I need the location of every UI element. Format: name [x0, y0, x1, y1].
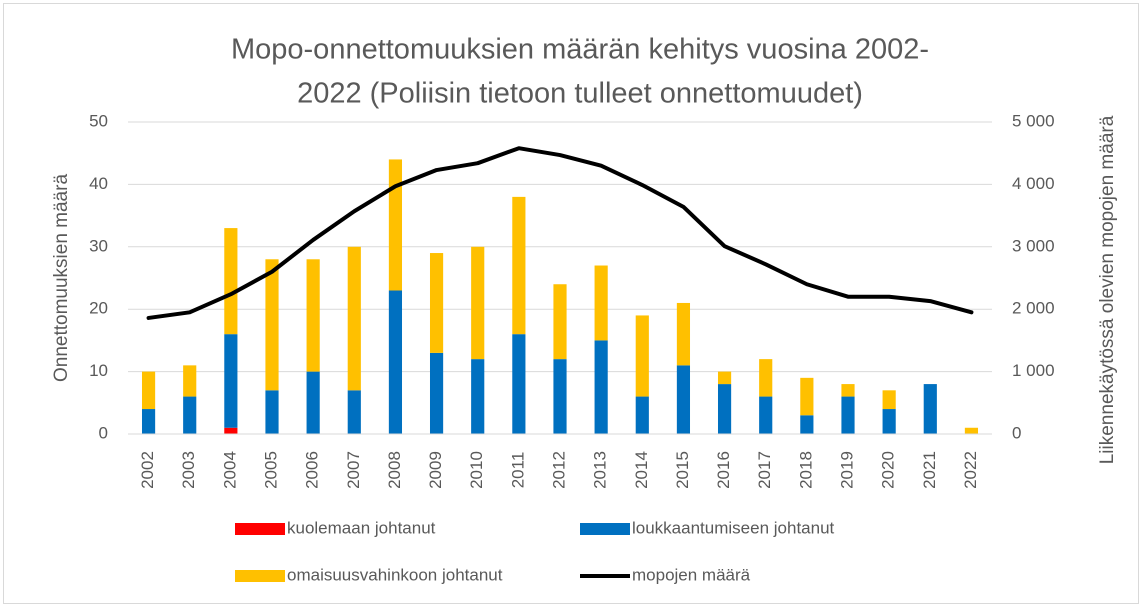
bar: [183, 365, 197, 397]
x-tick-label: 2016: [714, 451, 733, 489]
bar: [512, 334, 526, 434]
y-tick-label: 40: [89, 174, 108, 193]
x-tick-label: 2007: [344, 451, 363, 489]
bar: [882, 409, 896, 434]
y2-axis-title: Liikennekäytössä olevien mopojen määrä: [1097, 115, 1118, 464]
bar: [717, 384, 732, 434]
y-tick-label: 50: [89, 111, 108, 130]
x-tick-label: 2002: [138, 451, 157, 489]
bar: [841, 384, 855, 397]
legend-label: omaisuusvahinkoon johtanut: [287, 565, 503, 584]
x-tick-label: 2013: [591, 451, 610, 489]
bar: [429, 352, 444, 434]
x-tick-label: 2004: [220, 451, 239, 489]
bar: [635, 315, 649, 397]
x-tick-label: 2021: [920, 451, 939, 489]
bar: [388, 290, 403, 434]
x-tick-label: 2012: [549, 451, 568, 489]
bar: [265, 259, 279, 391]
bar: [429, 253, 444, 353]
bar: [265, 390, 279, 434]
legend-swatch: [580, 523, 630, 535]
bar: [800, 415, 814, 434]
x-tick-label: 2008: [385, 451, 404, 489]
y2-tick-label: 3 000: [1012, 236, 1055, 255]
x-tick-label: 2017: [755, 451, 774, 489]
y-tick-label: 30: [89, 236, 108, 255]
y2-tick-label: 5 000: [1012, 111, 1055, 130]
bar: [306, 371, 320, 434]
bar: [141, 409, 156, 434]
y2-tick-label: 1 000: [1012, 361, 1055, 380]
bar: [841, 396, 855, 434]
x-tick-label: 2020: [879, 451, 898, 489]
x-tick-label: 2010: [467, 451, 486, 489]
chart-title: 2022 (Poliisin tietoon tulleet onnettomu…: [297, 78, 863, 110]
bar: [471, 359, 485, 434]
y-tick-label: 0: [99, 423, 108, 442]
x-tick-label: 2022: [961, 451, 980, 489]
bar: [594, 265, 608, 341]
bar: [347, 390, 361, 434]
bar: [224, 334, 238, 428]
chart-title: Mopo-onnettomuuksien määrän kehitys vuos…: [231, 34, 929, 66]
bar: [553, 359, 567, 434]
x-tick-label: 2009: [426, 451, 445, 489]
bar: [553, 284, 567, 360]
bar: [800, 377, 814, 416]
bar: [923, 384, 937, 434]
bar: [388, 159, 403, 291]
bar: [306, 259, 320, 372]
bar: [594, 340, 608, 434]
bar: [347, 246, 361, 391]
bar: [882, 390, 896, 410]
bar: [759, 396, 773, 434]
x-tick-label: 2003: [179, 451, 198, 489]
bar: [676, 302, 691, 366]
y-tick-label: 10: [89, 361, 108, 380]
legend-swatch: [235, 523, 285, 535]
x-tick-label: 2014: [632, 451, 651, 489]
bar: [224, 228, 238, 335]
bar: [471, 246, 485, 360]
x-tick-label: 2018: [796, 451, 815, 489]
y2-tick-label: 0: [1012, 423, 1021, 442]
x-tick-label: 2005: [261, 451, 280, 489]
x-tick-label: 2006: [303, 451, 322, 489]
bar: [141, 371, 156, 410]
x-tick-label: 2019: [837, 451, 856, 489]
bar: [759, 359, 773, 397]
bar: [676, 365, 691, 434]
chart-border: [3, 3, 1139, 604]
legend-label: mopojen määrä: [632, 565, 751, 584]
bar: [512, 196, 526, 335]
legend-swatch: [235, 570, 285, 582]
legend-label: loukkaantumiseen johtanut: [632, 518, 835, 537]
legend-label: kuolemaan johtanut: [287, 518, 436, 537]
y-tick-label: 20: [89, 299, 108, 318]
x-tick-label: 2015: [673, 451, 692, 489]
bar: [964, 427, 979, 434]
bar: [224, 427, 238, 434]
y2-tick-label: 4 000: [1012, 174, 1055, 193]
y2-tick-label: 2 000: [1012, 299, 1055, 318]
bar: [635, 396, 649, 434]
line: [146, 146, 974, 320]
bar: [183, 396, 197, 434]
y-axis-title: Onnettomuuksien määrä: [51, 174, 72, 382]
x-tick-label: 2011: [508, 452, 527, 489]
bar: [717, 371, 732, 385]
